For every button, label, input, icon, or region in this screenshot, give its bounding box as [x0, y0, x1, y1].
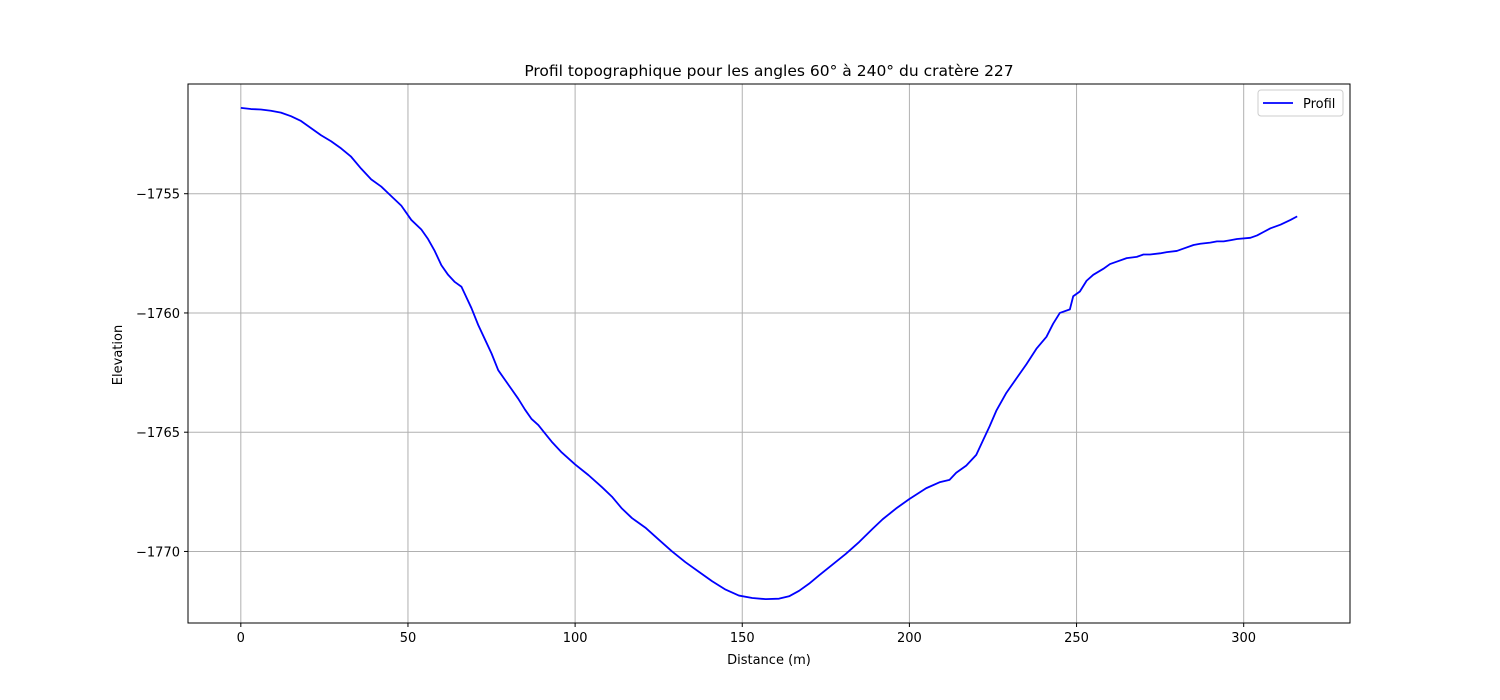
y-tick-label: −1765: [136, 426, 180, 441]
legend-label-profil: Profil: [1303, 97, 1335, 112]
y-axis: −1755 −1760 −1765 −1770: [136, 188, 188, 560]
y-axis-label: Elevation: [111, 325, 126, 385]
y-tick-label: −1755: [136, 188, 180, 203]
y-tick-label: −1770: [136, 545, 180, 560]
x-axis-label: Distance (m): [727, 653, 811, 668]
plot-area: [187, 83, 1351, 624]
x-tick-label: 300: [1231, 631, 1256, 646]
legend-box: [1257, 89, 1344, 117]
y-tick-label: −1760: [136, 307, 180, 322]
x-tick-label: 200: [897, 631, 922, 646]
chart-title: Profil topographique pour les angles 60°…: [524, 62, 1013, 80]
legend: Profil: [1257, 89, 1344, 117]
series-line-profil: [240, 106, 1298, 601]
x-axis: 0 50 100 150 200 250 300: [237, 623, 1256, 646]
x-tick-label: 50: [400, 631, 417, 646]
x-tick-label: 100: [563, 631, 588, 646]
x-tick-label: 0: [237, 631, 245, 646]
x-tick-label: 150: [730, 631, 755, 646]
x-tick-label: 250: [1064, 631, 1089, 646]
grid: [188, 84, 1350, 623]
